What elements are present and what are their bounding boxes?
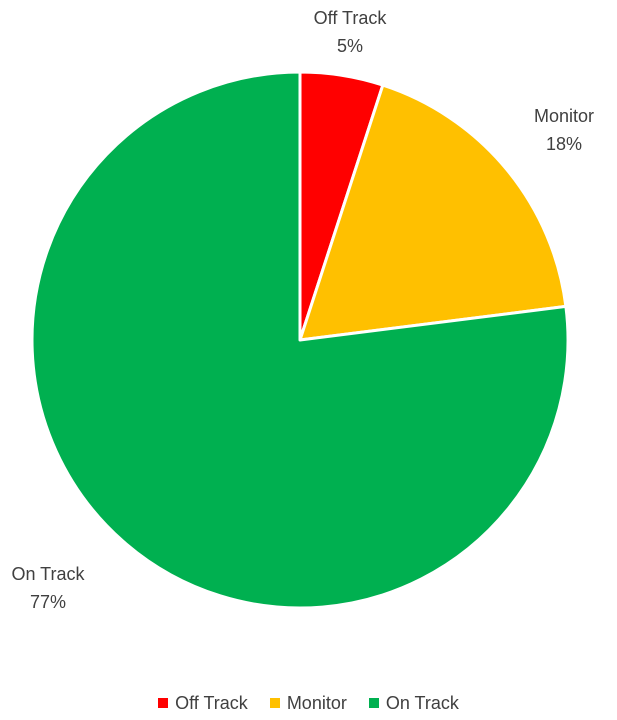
data-label-value-on-track: 77% bbox=[30, 592, 66, 612]
legend-label-monitor: Monitor bbox=[286, 692, 347, 713]
legend-label-off-track: Off Track bbox=[175, 692, 248, 713]
data-label-category-on-track: On Track bbox=[11, 564, 85, 584]
pie-slice-on-track bbox=[30, 70, 570, 610]
slice-data-labels: Off Track 5% Monitor 18% On Track 77% bbox=[11, 8, 594, 612]
chart-legend: Off Track Monitor On Track bbox=[0, 690, 617, 716]
data-label-category-off-track: Off Track bbox=[314, 8, 388, 28]
legend-item-off-track: Off Track bbox=[158, 693, 248, 714]
legend-item-on-track: On Track bbox=[368, 692, 459, 714]
data-label-value-off-track: 5% bbox=[337, 36, 363, 56]
pie-chart-svg: Off Track 5% Monitor 18% On Track 77% bbox=[11, 8, 594, 612]
pie-slices bbox=[30, 70, 570, 610]
data-label-category-monitor: Monitor bbox=[534, 106, 594, 126]
legend-label-on-track: On Track bbox=[385, 692, 459, 713]
legend-swatch-off-track bbox=[158, 698, 169, 708]
legend-swatch-on-track bbox=[368, 698, 379, 708]
data-label-value-monitor: 18% bbox=[546, 134, 582, 154]
pie-slice-monitor bbox=[298, 83, 568, 342]
legend-item-monitor: Monitor bbox=[269, 692, 347, 714]
legend-swatch-monitor bbox=[269, 698, 280, 708]
